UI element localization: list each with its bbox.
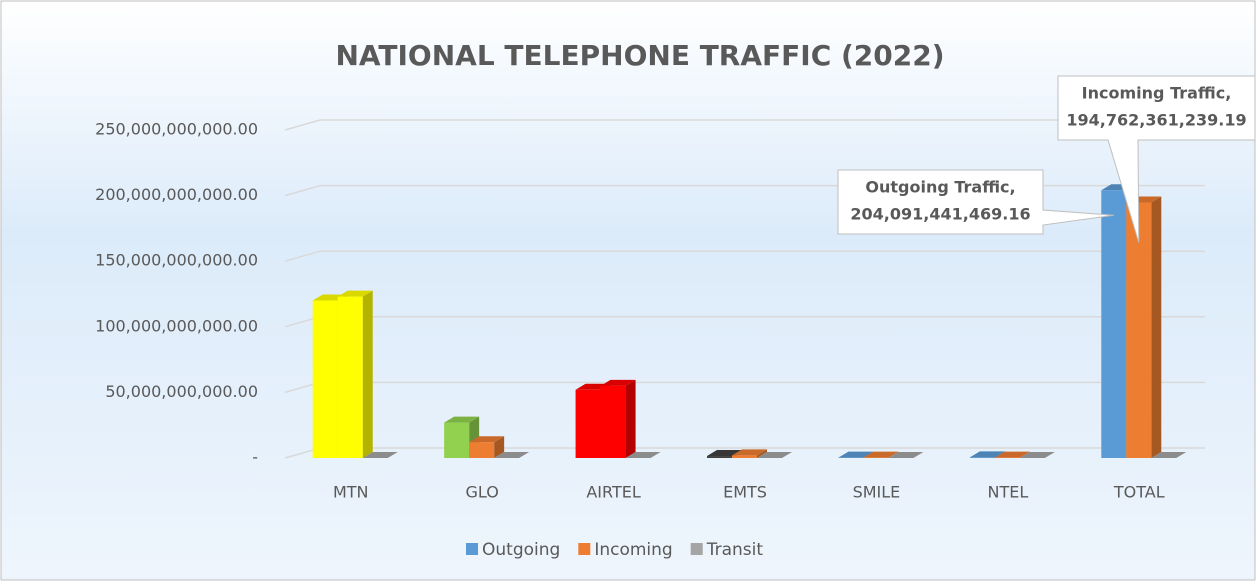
data-label-text: 194,762,361,239.19 [1066, 111, 1246, 130]
bar-top [600, 379, 636, 386]
grid-line [284, 119, 1205, 131]
bar-top [362, 452, 398, 458]
bar-front [600, 385, 626, 458]
bar-top [1151, 452, 1187, 458]
bar [1126, 196, 1162, 458]
bar [1151, 452, 1187, 458]
bar-top [494, 452, 530, 458]
bar [757, 452, 792, 458]
bar [732, 449, 767, 458]
bar-front [312, 300, 338, 458]
bar-top [757, 452, 792, 458]
x-tick-label: EMTS [723, 483, 767, 502]
bar-side [1019, 451, 1030, 458]
legend-swatch [578, 543, 591, 555]
y-tick-label: 250,000,000,000.00 [95, 120, 258, 139]
chart-title: NATIONAL TELEPHONE TRAFFIC (2022) [335, 39, 944, 72]
bar [888, 452, 924, 458]
x-tick-label: TOTAL [1113, 483, 1165, 502]
data-label-text: Incoming Traffic, [1082, 84, 1232, 103]
bar [1019, 452, 1055, 458]
bar-top [707, 450, 742, 457]
x-tick-label: SMILE [853, 483, 901, 502]
legend-label: Transit [706, 540, 764, 560]
data-label-text: 204,091,441,469.16 [850, 205, 1030, 224]
bar-front [969, 457, 995, 458]
bar [494, 452, 530, 458]
bar-top [444, 416, 480, 423]
legend-swatch [466, 543, 478, 555]
x-tick-label: MTN [333, 483, 369, 502]
bar-top [732, 449, 767, 456]
bar-front [732, 455, 757, 458]
bar-side [757, 449, 767, 458]
bar-side [1151, 196, 1162, 458]
legend-label: Outgoing [482, 540, 560, 560]
callout-box [1057, 75, 1256, 243]
bar-top [1019, 452, 1055, 458]
bar-side [625, 379, 636, 458]
bar-top [838, 451, 874, 458]
bar [994, 451, 1030, 458]
bar-top [337, 290, 373, 297]
grid-line [284, 250, 1205, 262]
y-tick-label: - [252, 448, 258, 467]
x-tick-label: AIRTEL [586, 483, 641, 502]
bar [863, 451, 899, 458]
bar [362, 452, 398, 458]
bar-front [1101, 190, 1127, 458]
legend-swatch [690, 543, 703, 555]
bar-front [444, 422, 470, 458]
bar [337, 290, 373, 458]
y-tick-label: 200,000,000,000.00 [95, 185, 258, 204]
bar-top [469, 436, 505, 443]
data-label-text: Outgoing Traffic, [865, 178, 1015, 197]
bar-top [863, 451, 899, 458]
bar [625, 452, 661, 458]
y-tick-label: 100,000,000,000.00 [95, 316, 258, 335]
y-tick-label: 50,000,000,000.00 [105, 382, 258, 401]
bar-side [494, 436, 505, 458]
bar-top [888, 452, 924, 458]
bar-front [707, 456, 732, 458]
data-label: Incoming Traffic, 194,762,361,239.19 [1057, 75, 1256, 243]
bar-top [625, 452, 661, 458]
bar [600, 379, 636, 458]
x-tick-label: NTEL [987, 483, 1028, 502]
bar-top [994, 451, 1030, 458]
y-tick-label: 150,000,000,000.00 [95, 251, 258, 270]
bar-front [469, 442, 495, 458]
legend: Outgoing Incoming Transit [466, 540, 763, 560]
legend-label: Incoming [594, 540, 672, 560]
bar-side [362, 290, 373, 458]
bar-front [575, 389, 601, 458]
x-tick-label: GLO [465, 483, 498, 502]
data-label: Outgoing Traffic, 204,091,441,469.16 [837, 169, 1114, 235]
bar-top [969, 451, 1005, 458]
bar-front [337, 296, 363, 458]
callout-box [837, 169, 1114, 235]
bar-side [888, 451, 899, 458]
bar-front [1126, 202, 1152, 458]
bar [469, 436, 505, 458]
